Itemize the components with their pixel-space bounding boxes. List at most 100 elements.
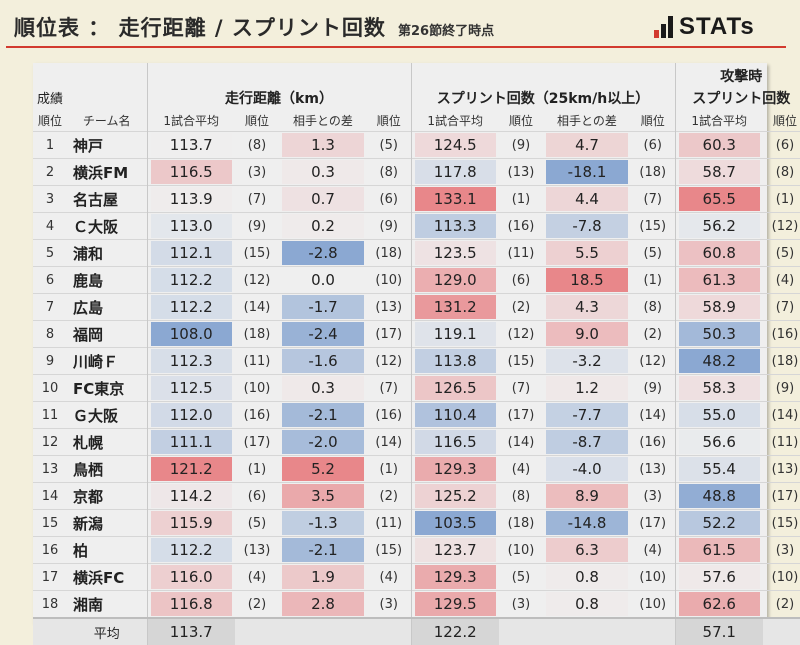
sprint-rank-cell: (17) [499,401,543,429]
table-row: 15 新潟 115.9 (5) -1.3 (11) 103.5 (18) -14.8 (17) 52… [33,509,800,537]
corner-label: 成績 [37,92,64,107]
sprint-diff-cell: -8.7 [546,430,628,454]
attack-sprint-rank-cell: (6) [763,131,800,159]
sprint-diff-cell: 18.5 [546,268,628,292]
distance-avg-cell: 112.2 [150,268,232,292]
rank-cell: 17 [33,563,67,591]
sprint-rank-cell: (5) [499,563,543,591]
sprint-rank-cell: (10) [499,536,543,564]
rank-cell: 14 [33,482,67,510]
attack-sprint-header-line1: 攻撃時 [674,63,800,86]
sprint-diff-cell: 4.4 [546,187,628,211]
attack-sprint-avg-cell: 57.6 [678,565,760,589]
sprint-avg-cell: 123.7 [414,538,496,562]
sprint-avg-cell: 123.5 [414,241,496,265]
standings-table-panel: 攻撃時 成績 走行距離（km） スプリント回数（25km/h以上） スプリント回… [33,63,800,645]
table-row: 3 名古屋 113.9 (7) 0.7 (6) 133.1 (1) 4.4 (7) 65.5 (1) [33,185,800,213]
attack-sprint-average: 57.1 [674,617,763,645]
distance-avg-cell: 112.3 [150,349,232,373]
rank-cell: 10 [33,374,67,402]
sprint-diff-rank-cell: (8) [631,293,675,321]
sprint-rank-cell: (2) [499,293,543,321]
team-name: 川崎Ｆ [67,347,147,375]
sprint-rank-cell: (7) [499,374,543,402]
distance-diff-rank-cell: (17) [367,320,411,348]
distance-diff-cell: -2.8 [282,241,364,265]
sprint-diff-cell: 9.0 [546,322,628,346]
sprint-rank-cell: (15) [499,347,543,375]
distance-diff-rank-cell: (5) [367,131,411,159]
sprint-diff-cell: -14.8 [546,511,628,535]
table-row: 5 浦和 112.1 (15) -2.8 (18) 123.5 (11) 5.5 (5) 60.8(… [33,239,800,267]
attack-sprint-rank-cell: (1) [763,185,800,213]
team-name: 名古屋 [67,185,147,213]
attack-sprint-avg-cell: 61.5 [678,538,760,562]
distance-avg-cell: 113.0 [150,214,232,238]
distance-diff-rank-cell: (9) [367,212,411,240]
sprint-diff-cell: 0.8 [546,565,628,589]
distance-diff-rank-cell: (1) [367,455,411,483]
distance-diff-rank-cell: (8) [367,158,411,186]
col-distance-avg: 1試合平均 [146,109,235,132]
sprint-avg-cell: 129.0 [414,268,496,292]
attack-sprint-avg-cell: 61.3 [678,268,760,292]
distance-rank-cell: (1) [235,455,279,483]
team-name: 広島 [67,293,147,321]
rank-cell: 16 [33,536,67,564]
table-row: 4 Ｃ大阪 113.0 (9) 0.2 (9) 113.3 (16) -7.8 (15) 56.2(… [33,212,800,240]
sprint-diff-rank-cell: (1) [631,266,675,294]
sprint-diff-rank-cell: (10) [631,563,675,591]
sprint-avg-cell: 113.8 [414,349,496,373]
sprint-diff-cell: -7.8 [546,214,628,238]
attack-sprint-header-line2: スプリント回数 [674,86,800,109]
table-row: 7 広島 112.2 (14) -1.7 (13) 131.2 (2) 4.3 (8) 58.9 (7… [33,293,800,321]
table-row: 17 横浜FC 116.0 (4) 1.9 (4) 129.3 (5) 0.8 (10) 57.6(… [33,563,800,591]
distance-rank-cell: (12) [235,266,279,294]
distance-rank-cell: (8) [235,131,279,159]
distance-diff-cell: 0.7 [282,187,364,211]
attack-sprint-avg-cell: 56.6 [678,430,760,454]
distance-rank-cell: (14) [235,293,279,321]
distance-avg-cell: 116.8 [150,592,232,616]
sprint-diff-rank-cell: (2) [631,320,675,348]
distance-rank-cell: (7) [235,185,279,213]
distance-diff-rank-cell: (6) [367,185,411,213]
distance-rank-cell: (3) [235,158,279,186]
col-distance-rank: 順位 [244,113,269,128]
sprint-avg-cell: 126.5 [414,376,496,400]
sprint-avg-cell: 117.8 [414,160,496,184]
col-attack-avg: 1試合平均 [674,109,763,132]
col-distance-diff: 相手との差 [293,113,353,128]
rank-cell: 6 [33,266,67,294]
distance-avg-cell: 121.2 [150,457,232,481]
sprint-avg-cell: 129.3 [414,457,496,481]
attack-sprint-avg-cell: 48.2 [678,349,760,373]
bar-chart-logo-icon [654,16,673,38]
rank-cell: 3 [33,185,67,213]
team-name: Ｃ大阪 [67,212,147,240]
distance-diff-cell: -2.1 [282,403,364,427]
team-name: 横浜FC [67,563,147,591]
sprint-rank-cell: (9) [499,131,543,159]
table-row: 16 柏 112.2 (13) -2.1 (15) 123.7 (10) 6.3 (4) 61.5(… [33,536,800,564]
distance-avg-cell: 114.2 [150,484,232,508]
team-name: 柏 [67,536,147,564]
distance-average: 113.7 [146,617,235,645]
table-row: 13 鳥栖 121.2 (1) 5.2 (1) 129.3 (4) -4.0 (13) 55.4 (1… [33,455,800,483]
distance-avg-cell: 115.9 [150,511,232,535]
distance-diff-rank-cell: (18) [367,239,411,267]
sprint-diff-rank-cell: (7) [631,185,675,213]
distance-diff-cell: 0.3 [282,376,364,400]
standings-body: 1 神戸 113.7 (8) 1.3 (5) 124.5 (9) 4.7 (6) 60.3 (6) 2 横… [33,131,800,618]
col-rank: 順位 [37,113,62,128]
distance-rank-cell: (10) [235,374,279,402]
attack-sprint-rank-cell: (16) [763,320,800,348]
distance-avg-cell: 113.7 [150,133,232,157]
distance-diff-cell: 3.5 [282,484,364,508]
distance-rank-cell: (5) [235,509,279,537]
sprint-rank-cell: (12) [499,320,543,348]
sprint-rank-cell: (16) [499,212,543,240]
sprint-group-header: スプリント回数（25km/h以上） [410,86,675,109]
sprint-rank-cell: (1) [499,185,543,213]
col-distance-diff-rank: 順位 [376,113,401,128]
